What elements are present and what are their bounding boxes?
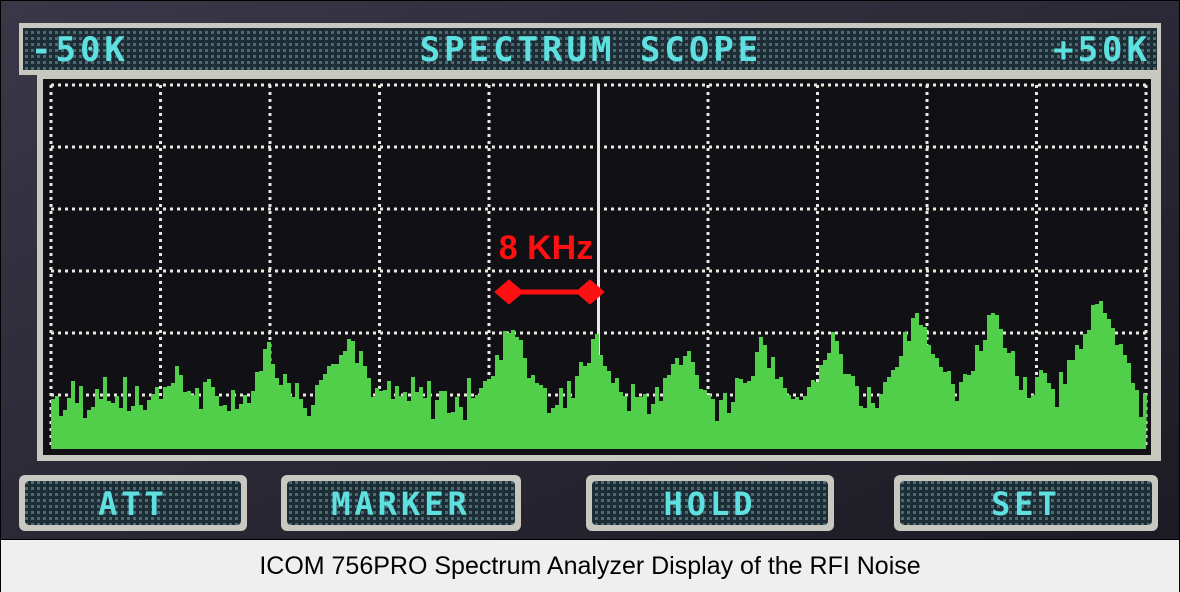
- header-title: SPECTRUM SCOPE: [420, 30, 763, 70]
- button[interactable]: ATT: [19, 475, 247, 531]
- button-label: MARKER: [331, 485, 471, 523]
- button-label: ATT: [98, 485, 168, 523]
- button[interactable]: HOLD: [586, 475, 834, 531]
- header-right: +50K: [1053, 30, 1151, 70]
- button-row: ATT MARKER HOLD SET: [19, 475, 1158, 531]
- header-left: -50K: [31, 30, 129, 70]
- annotation-label: 8 KHz: [499, 229, 593, 267]
- screen-photo: -50K SPECTRUM SCOPE +50K 8 KHz ATT MARKER…: [1, 1, 1179, 539]
- page: -50K SPECTRUM SCOPE +50K 8 KHz ATT MARKER…: [0, 0, 1180, 592]
- button-label: HOLD: [663, 485, 756, 523]
- button[interactable]: SET: [894, 475, 1158, 531]
- button[interactable]: MARKER: [281, 475, 521, 531]
- button-label: SET: [991, 485, 1061, 523]
- caption: ICOM 756PRO Spectrum Analyzer Display of…: [1, 539, 1179, 592]
